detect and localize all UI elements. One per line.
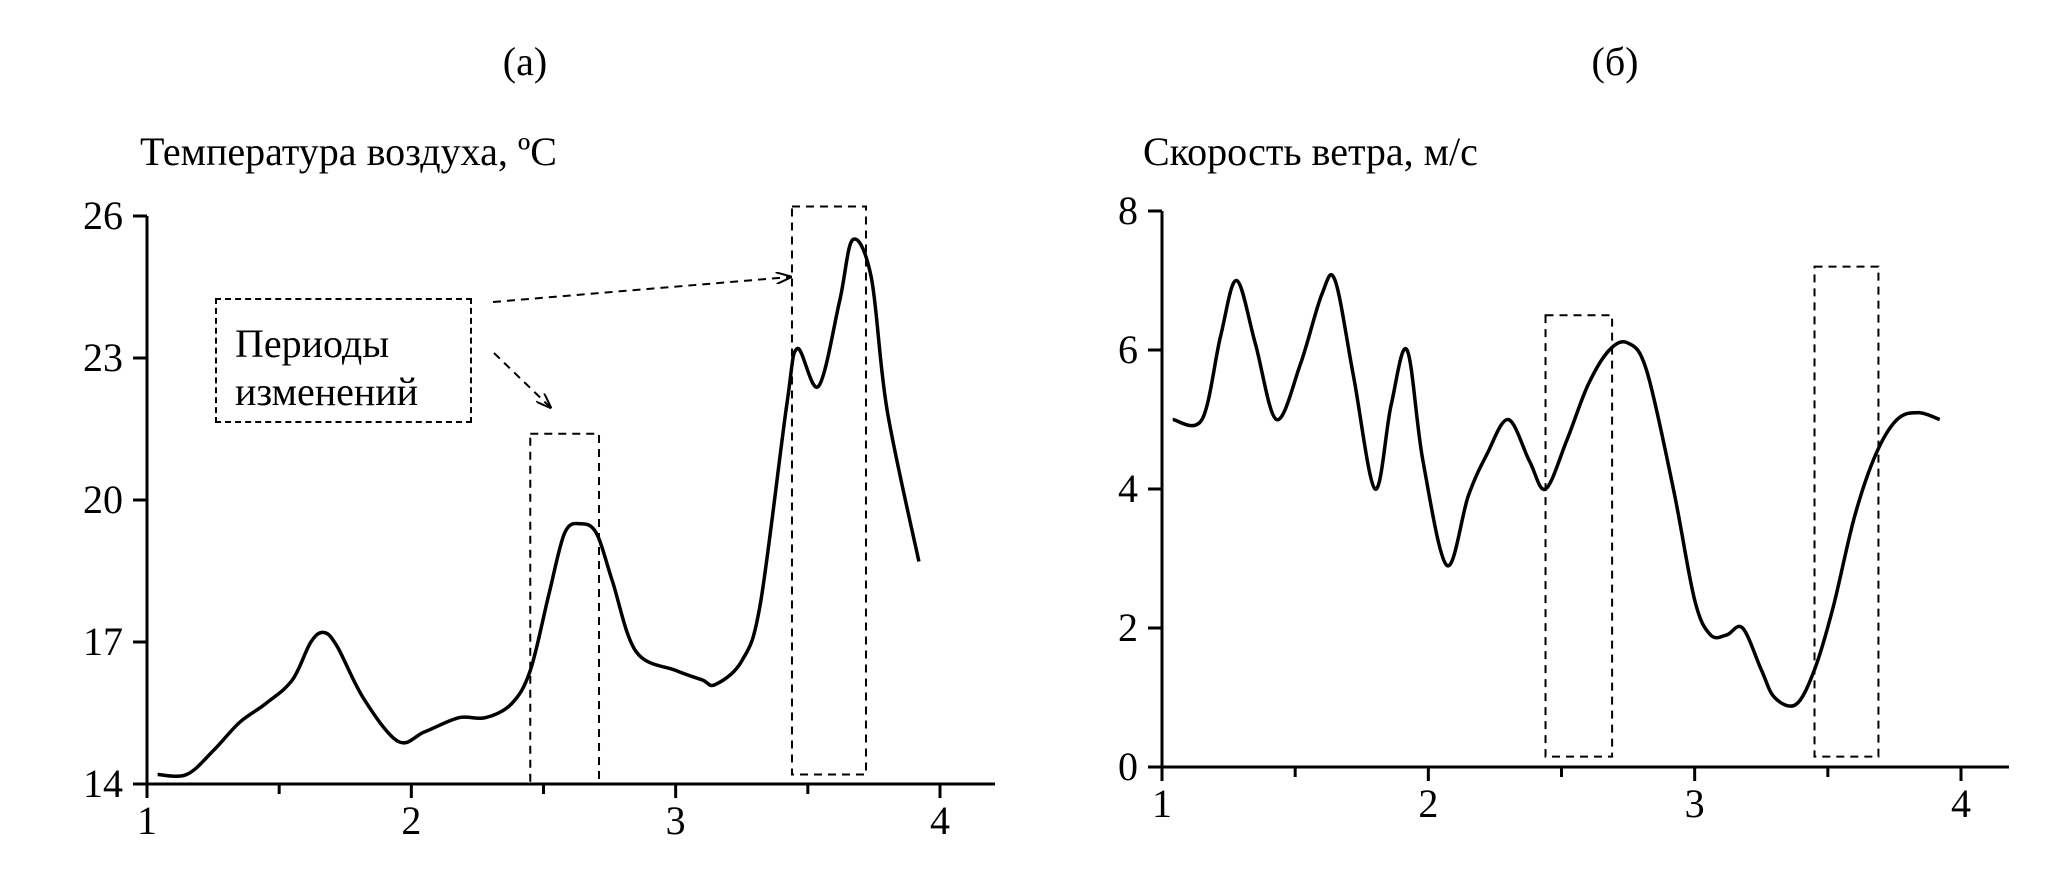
- panel-b-label: (б): [1591, 39, 1639, 84]
- chart-a-x-tick-label: 4: [930, 798, 950, 843]
- annotation-box: Периоды изменений: [215, 298, 472, 423]
- chart-b-title: Скорость ветра, м/с: [1143, 129, 1478, 174]
- chart-a-highlight-range-1: [529, 432, 601, 785]
- chart-b-x-tick-label: 2: [1418, 781, 1438, 826]
- chart-b-series-line-1: [1172, 273, 1941, 708]
- chart-a-x-tick-label: 2: [401, 798, 421, 843]
- chart-a-x-tick-label: 3: [666, 798, 686, 843]
- chart-a-y-tick-label: 23: [83, 335, 123, 380]
- chart-b: 0 2 4 6 8 1 2 3 4: [1118, 188, 2009, 826]
- annotation-arrows: [492, 277, 790, 407]
- chart-a-highlight-range-2: [790, 205, 867, 776]
- chart-b-highlight-range-1: [1544, 314, 1614, 758]
- chart-b-x-tick-label: 3: [1685, 781, 1705, 826]
- chart-b-y-tick-label: 0: [1118, 744, 1138, 789]
- chart-b-x-tick-label: 4: [1951, 781, 1971, 826]
- chart-a-y-tick-label: 17: [83, 619, 123, 664]
- chart-b-highlight-range-2: [1813, 265, 1880, 758]
- chart-a-y-tick-label: 20: [83, 477, 123, 522]
- chart-a-x-tick-label: 1: [137, 798, 157, 843]
- chart-b-y-tick-label: 8: [1118, 188, 1138, 233]
- panel-a-label: (а): [502, 39, 548, 84]
- chart-b-x-tick-label: 1: [1152, 781, 1172, 826]
- chart-a-y-tick-label: 26: [83, 193, 123, 238]
- annotation-line-1: Периоды: [235, 321, 390, 366]
- chart-b-y-tick-label: 4: [1118, 466, 1138, 511]
- chart-b-y-tick-label: 2: [1118, 605, 1138, 650]
- chart-a-y-tick-label: 14: [83, 761, 123, 806]
- annotation-arrow-upper: [492, 277, 790, 303]
- chart-b-y-tick-label: 6: [1118, 327, 1138, 372]
- chart-a-title: Температура воздуха, ºС: [140, 129, 557, 174]
- annotation-arrow-lower: [493, 352, 550, 407]
- annotation-line-2: изменений: [235, 369, 419, 414]
- chart-a-series-line-1: [157, 237, 921, 779]
